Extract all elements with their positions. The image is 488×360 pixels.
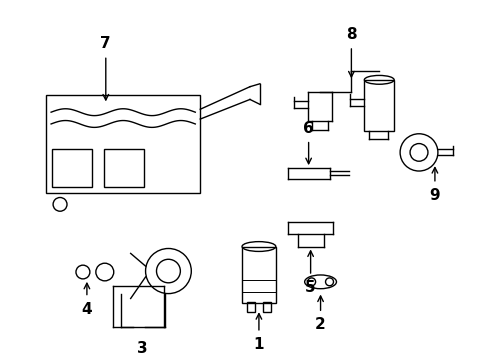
Text: 2: 2 xyxy=(315,317,325,332)
Text: 8: 8 xyxy=(346,27,356,42)
Text: 1: 1 xyxy=(253,337,264,352)
Text: 5: 5 xyxy=(305,280,315,295)
Text: 4: 4 xyxy=(81,302,92,318)
Bar xyxy=(364,80,393,131)
Text: 9: 9 xyxy=(429,188,439,203)
Text: 7: 7 xyxy=(100,36,111,51)
Bar xyxy=(103,149,143,187)
Bar xyxy=(263,302,270,312)
Bar xyxy=(242,247,275,303)
Bar xyxy=(52,149,92,187)
Text: 6: 6 xyxy=(303,121,313,136)
Bar xyxy=(46,95,200,193)
Text: 3: 3 xyxy=(137,341,147,356)
Bar xyxy=(246,302,254,312)
